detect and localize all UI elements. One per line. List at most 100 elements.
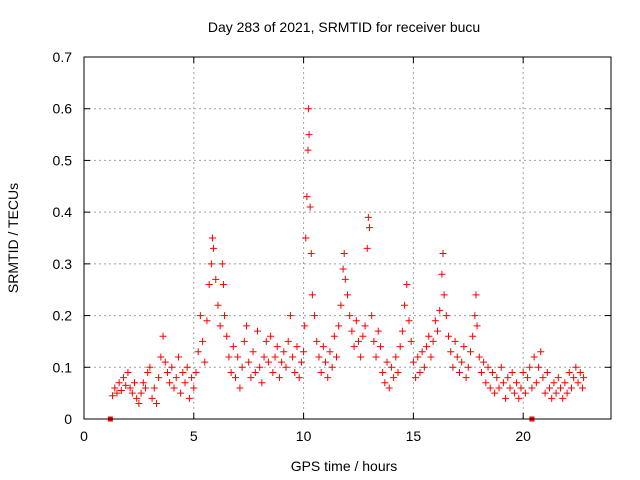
data-point [548,394,556,402]
data-point [311,312,319,320]
data-point [559,394,567,402]
data-point [442,312,450,320]
data-point [567,384,575,392]
data-point [303,193,311,201]
data-point [333,353,341,361]
data-point [385,384,393,392]
data-point [363,244,371,252]
data-point [163,368,171,376]
data-point [282,363,290,371]
x-tick-label: 15 [406,428,422,444]
data-point [328,363,336,371]
data-point [517,384,525,392]
data-point [133,394,141,402]
data-point [185,394,193,402]
data-point [124,368,132,376]
data-point [497,363,505,371]
data-point [543,368,551,376]
data-point [267,332,275,340]
data-point [541,389,549,397]
data-point [221,312,229,320]
data-point [203,317,211,325]
data-point [179,368,187,376]
data-point [207,260,215,268]
plot-frame [83,56,612,420]
data-point [364,213,372,221]
data-point [120,374,128,382]
data-point [177,389,185,397]
data-point [315,353,323,361]
data-point [508,368,516,376]
data-point [427,353,435,361]
data-point [278,358,286,366]
data-point [227,368,235,376]
data-point [491,389,499,397]
data-point [528,384,536,392]
data-point [361,322,369,330]
data-point [453,353,461,361]
data-point [488,368,496,376]
data-point [317,368,325,376]
data-point [190,384,198,392]
data-point [546,384,554,392]
y-tick-label: 0 [64,411,72,427]
chart-title: Day 283 of 2021, SRMTID for receiver buc… [208,19,480,35]
data-point [150,384,158,392]
data-point [414,353,422,361]
data-point [403,281,411,289]
x-tick-label: 5 [190,428,198,444]
data-point [506,384,514,392]
data-point [253,327,261,335]
data-point [350,343,358,351]
data-point [486,384,494,392]
data-point [359,332,367,340]
data-point [344,291,351,299]
y-tick-label: 0.7 [53,49,73,65]
data-point [117,387,125,395]
data-point [286,312,294,320]
data-point [409,358,417,366]
data-point [305,131,313,139]
data-point [580,374,588,382]
data-point [576,368,584,376]
data-point [484,363,492,371]
data-point [455,368,463,376]
data-point [236,384,244,392]
data-point [183,363,191,371]
data-point [510,389,518,397]
data-point [319,343,327,351]
data-point [242,322,250,330]
data-point [146,363,154,371]
data-point [449,363,457,371]
data-point [387,363,395,371]
data-point [482,379,490,387]
data-point [161,358,169,366]
data-point [451,337,459,345]
data-point [196,312,204,320]
data-point [425,332,433,340]
data-point [137,389,145,397]
data-point [460,343,468,351]
data-point [205,281,213,289]
data-point [552,389,560,397]
data-point [245,358,253,366]
grid [84,57,611,419]
x-axis-label: GPS time / hours [291,458,398,474]
data-point [304,146,312,154]
data-point [416,368,424,376]
data-point [219,281,227,289]
data-point [212,275,220,283]
data-point [188,374,196,382]
data-point [297,358,305,366]
data-point [172,374,180,382]
data-point [238,363,246,371]
data-point [521,389,529,397]
data-point [306,203,314,211]
data-point [251,368,259,376]
data-point [192,368,200,376]
data-point [365,224,373,232]
data-point [405,317,413,325]
data-point [434,327,442,335]
data-point [412,374,420,382]
data-point [216,322,224,330]
